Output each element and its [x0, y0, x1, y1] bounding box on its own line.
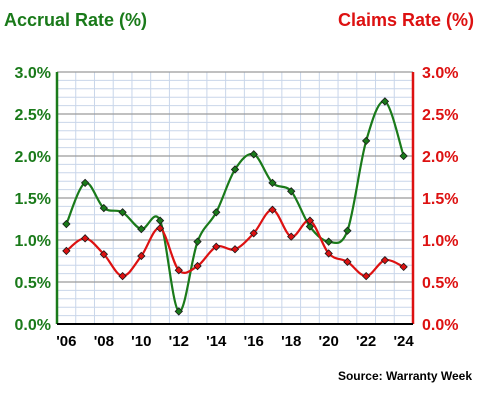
claims-point	[361, 271, 371, 281]
claims-point	[118, 271, 127, 281]
right-tick-label: 2.0%	[422, 149, 458, 166]
accrual-point	[230, 165, 240, 174]
accrual-point	[249, 150, 258, 159]
accrual-point	[137, 224, 146, 234]
right-tick-label: 2.5%	[422, 107, 458, 124]
x-tick-label: '10	[131, 333, 151, 350]
claims-point	[380, 255, 390, 265]
accrual-point	[62, 219, 71, 229]
accrual-point	[99, 203, 109, 213]
tick-labels: 0.0% 0.0% 0.5% 0.5% 1.0% 1.0% 1.5% 1.5% 2.0% 2.0%…	[15, 65, 459, 350]
x-tick-label: '24	[393, 333, 414, 350]
left-tick-label: 2.5%	[15, 107, 51, 124]
accrual-point	[399, 151, 408, 161]
x-tick-label: '18	[281, 333, 301, 350]
left-tick-label: 0.5%	[15, 275, 51, 292]
accrual-point	[324, 237, 333, 246]
accrual-point	[268, 178, 277, 188]
claims-point	[174, 266, 183, 275]
x-tick-label: '22	[356, 333, 376, 350]
left-tick-label: 3.0%	[15, 65, 51, 82]
claims-point	[193, 261, 202, 271]
claims-point	[212, 242, 221, 251]
accrual-point	[212, 208, 221, 217]
claims-point	[287, 232, 296, 241]
accrual-point	[361, 136, 371, 146]
grid	[56, 71, 414, 325]
x-tick-label: '20	[319, 333, 339, 350]
x-tick-label: '06	[56, 333, 76, 350]
right-tick-label: 0.0%	[422, 317, 458, 334]
left-tick-label: 2.0%	[15, 149, 51, 166]
source-note: Source: Warranty Week	[338, 369, 472, 383]
claims-point	[155, 224, 165, 233]
claims-point	[249, 229, 258, 238]
x-tick-label: '08	[94, 333, 114, 350]
accrual-point	[380, 97, 390, 106]
left-axis-title: Accrual Rate (%)	[4, 10, 147, 30]
right-tick-label: 3.0%	[422, 65, 458, 82]
x-tick-label: '12	[169, 333, 189, 350]
claims-point	[137, 251, 146, 261]
claims-point	[343, 257, 352, 267]
accrual-point	[287, 187, 296, 196]
x-tick-label: '16	[244, 333, 264, 350]
left-tick-label: 0.0%	[15, 317, 51, 334]
accrual-point	[174, 307, 183, 316]
claims-line	[65, 208, 405, 278]
claims-point	[80, 234, 90, 243]
claims-point	[99, 250, 109, 259]
left-tick-label: 1.0%	[15, 233, 51, 250]
accrual-point	[118, 208, 127, 217]
right-tick-label: 0.5%	[422, 275, 458, 292]
accrual-point	[343, 226, 352, 235]
right-axis-title: Claims Rate (%)	[338, 10, 474, 30]
left-tick-label: 1.5%	[15, 191, 51, 208]
x-tick-label: '14	[206, 333, 227, 350]
accrual-point	[193, 237, 202, 246]
right-tick-label: 1.0%	[422, 233, 458, 250]
claims-point	[324, 249, 333, 258]
claims-point	[62, 246, 71, 256]
claims-point	[399, 262, 408, 272]
right-tick-label: 1.5%	[422, 191, 458, 208]
axes	[55, 72, 415, 325]
claims-point	[305, 216, 315, 225]
claims-point	[230, 245, 240, 254]
accrual-point	[305, 222, 315, 231]
series-lines	[62, 97, 408, 316]
accrual-point	[80, 178, 90, 188]
claims-point	[268, 205, 277, 214]
